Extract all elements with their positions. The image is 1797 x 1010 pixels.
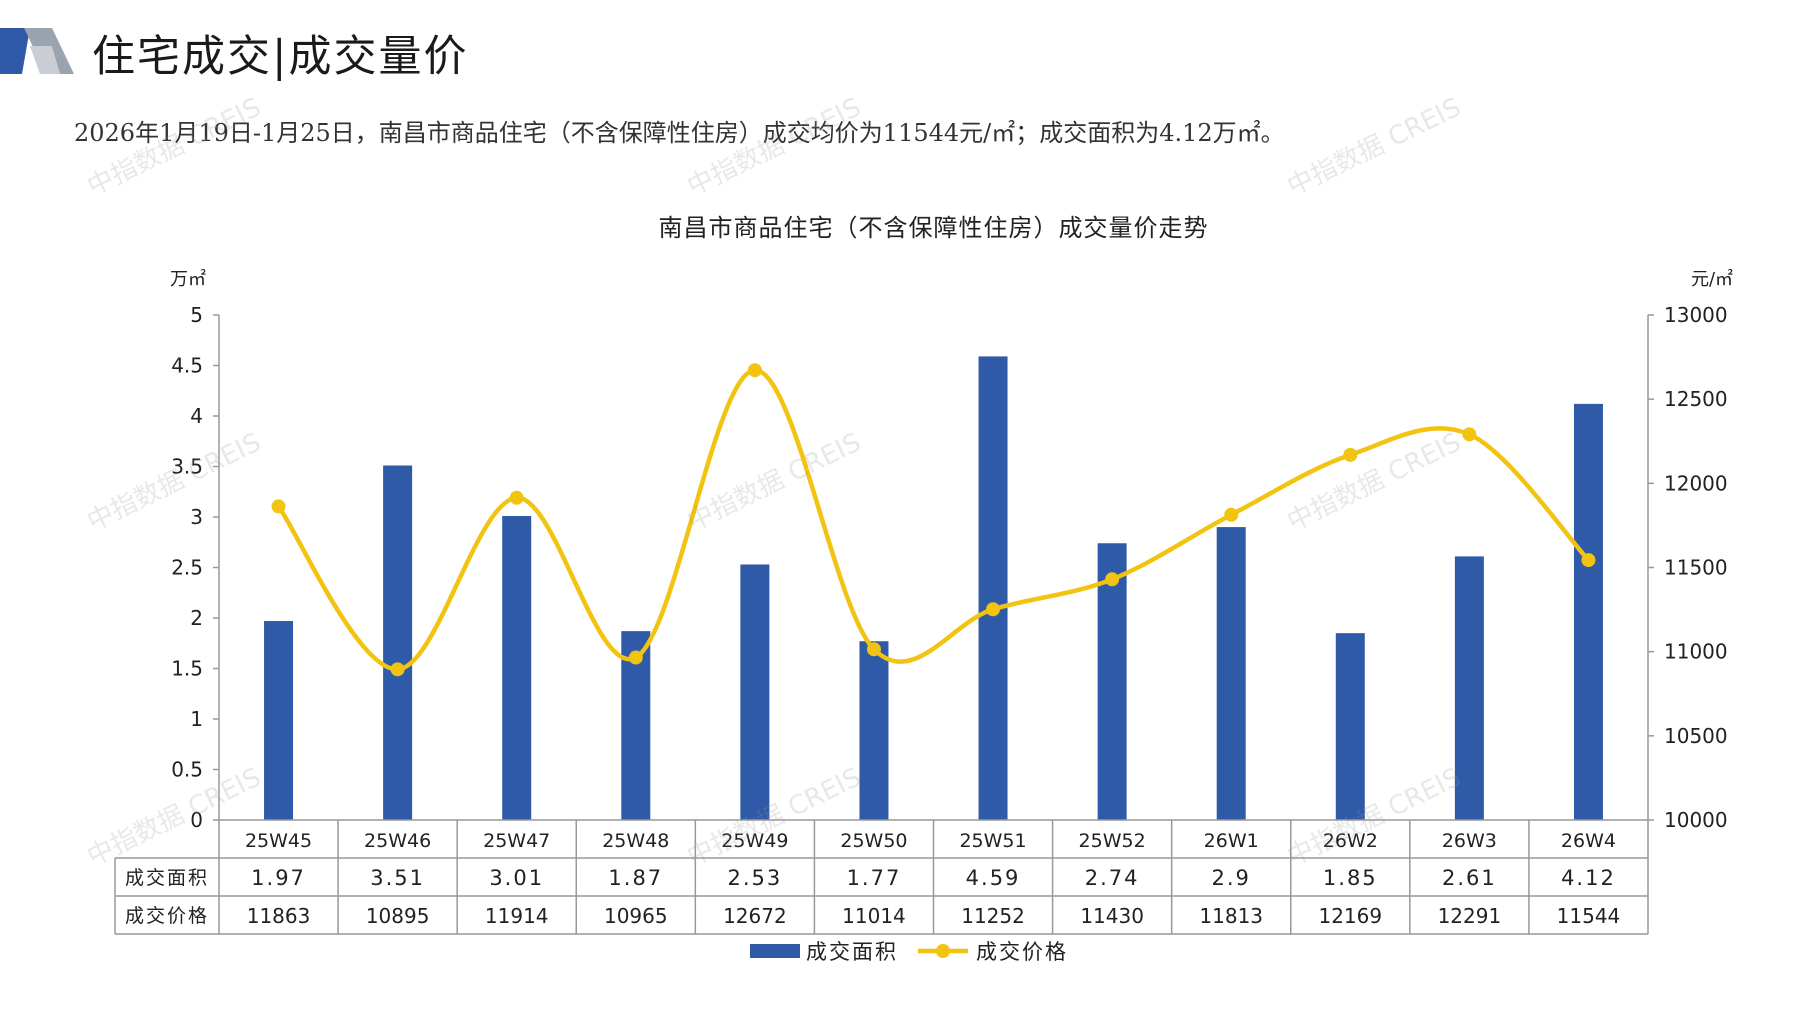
legend-label-price: 成交价格 bbox=[976, 940, 1068, 964]
category-label: 25W47 bbox=[483, 830, 550, 852]
table-row-header-area: 成交面积 bbox=[125, 867, 209, 889]
bar-area-25W46 bbox=[383, 465, 413, 820]
price-point-25W47 bbox=[509, 490, 524, 505]
legend-label-area: 成交面积 bbox=[806, 940, 898, 964]
area-value-label: 4.59 bbox=[966, 866, 1021, 890]
price-value-label: 11863 bbox=[247, 904, 311, 928]
price-point-26W3 bbox=[1462, 427, 1477, 442]
category-label: 25W52 bbox=[1079, 830, 1146, 852]
category-label: 26W1 bbox=[1204, 830, 1259, 852]
price-value-label: 12169 bbox=[1318, 904, 1382, 928]
summary-text: 2026年1月19日-1月25日，南昌市商品住宅（不含保障性住房）成交均价为11… bbox=[74, 119, 1285, 147]
area-value-label: 2.53 bbox=[727, 866, 782, 890]
y-right-tick-label: 11000 bbox=[1664, 640, 1728, 664]
price-value-label: 12291 bbox=[1438, 904, 1502, 928]
bar-area-25W50 bbox=[859, 641, 889, 820]
bar-area-25W45 bbox=[264, 621, 294, 820]
area-value-label: 2.74 bbox=[1085, 866, 1140, 890]
category-label: 25W51 bbox=[959, 830, 1026, 852]
price-value-label: 11914 bbox=[485, 904, 549, 928]
y-left-tick-label: 1.5 bbox=[171, 657, 203, 681]
bar-area-25W52 bbox=[1097, 543, 1127, 820]
price-point-25W51 bbox=[986, 602, 1001, 617]
page-title: 住宅成交|成交量价 bbox=[92, 32, 469, 82]
y-right-tick-label: 12000 bbox=[1664, 471, 1728, 495]
y-right-tick-label: 10500 bbox=[1664, 724, 1728, 748]
y-left-unit: 万㎡ bbox=[170, 268, 206, 290]
price-value-label: 11252 bbox=[961, 904, 1025, 928]
table-row-header-price: 成交价格 bbox=[125, 905, 209, 927]
price-value-label: 11014 bbox=[842, 904, 906, 928]
category-label: 25W49 bbox=[721, 830, 788, 852]
category-label: 26W4 bbox=[1561, 830, 1616, 852]
y-right-unit: 元/㎡ bbox=[1691, 268, 1733, 290]
y-right-tick-label: 12500 bbox=[1664, 387, 1728, 411]
price-point-26W1 bbox=[1224, 507, 1239, 522]
y-left-tick-label: 4 bbox=[190, 404, 203, 428]
area-value-label: 3.01 bbox=[489, 866, 544, 890]
y-right-tick-label: 10000 bbox=[1664, 808, 1728, 832]
y-left-tick-label: 2 bbox=[190, 606, 203, 630]
y-left-tick-label: 1 bbox=[190, 707, 203, 731]
price-point-25W50 bbox=[866, 642, 881, 657]
legend-swatch-area bbox=[750, 944, 800, 958]
y-right-tick-label: 11500 bbox=[1664, 556, 1728, 580]
area-value-label: 2.61 bbox=[1442, 866, 1497, 890]
category-label: 25W50 bbox=[840, 830, 907, 852]
price-value-label: 10965 bbox=[604, 904, 668, 928]
y-left-tick-label: 4.5 bbox=[171, 354, 203, 378]
area-value-label: 1.97 bbox=[251, 866, 306, 890]
area-value-label: 1.85 bbox=[1323, 866, 1378, 890]
price-point-25W49 bbox=[747, 363, 762, 378]
y-right-tick-label: 13000 bbox=[1664, 303, 1728, 327]
area-value-label: 2.9 bbox=[1212, 866, 1251, 890]
bar-area-25W47 bbox=[502, 515, 532, 820]
price-value-label: 11430 bbox=[1080, 904, 1144, 928]
area-value-label: 1.87 bbox=[608, 866, 663, 890]
area-value-label: 3.51 bbox=[370, 866, 425, 890]
price-point-25W48 bbox=[628, 650, 643, 665]
category-label: 26W2 bbox=[1323, 830, 1378, 852]
price-value-label: 11813 bbox=[1199, 904, 1263, 928]
price-point-25W52 bbox=[1105, 572, 1120, 587]
price-value-label: 11544 bbox=[1557, 904, 1621, 928]
area-value-label: 4.12 bbox=[1561, 866, 1616, 890]
chart-title: 南昌市商品住宅（不含保障性住房）成交量价走势 bbox=[659, 214, 1209, 242]
price-value-label: 12672 bbox=[723, 904, 787, 928]
price-line bbox=[276, 367, 1591, 672]
price-value-label: 10895 bbox=[366, 904, 430, 928]
price-point-26W4 bbox=[1581, 553, 1596, 568]
category-label: 26W3 bbox=[1442, 830, 1497, 852]
y-left-tick-label: 0 bbox=[190, 808, 203, 832]
price-point-25W45 bbox=[271, 499, 286, 514]
bar-area-26W3 bbox=[1454, 556, 1484, 820]
y-left-tick-label: 5 bbox=[190, 303, 203, 327]
y-left-tick-label: 3.5 bbox=[171, 455, 203, 479]
bar-area-26W1 bbox=[1216, 527, 1246, 820]
price-point-26W2 bbox=[1343, 447, 1358, 462]
header-logo bbox=[0, 28, 76, 74]
bar-area-25W49 bbox=[740, 564, 770, 820]
bar-area-26W2 bbox=[1335, 633, 1365, 820]
legend-marker-price bbox=[936, 944, 950, 958]
bar-area-25W51 bbox=[978, 356, 1008, 820]
category-label: 25W46 bbox=[364, 830, 431, 852]
area-value-label: 1.77 bbox=[847, 866, 902, 890]
price-point-25W46 bbox=[390, 662, 405, 677]
y-left-tick-label: 0.5 bbox=[171, 758, 203, 782]
y-left-tick-label: 2.5 bbox=[171, 556, 203, 580]
y-left-tick-label: 3 bbox=[190, 505, 203, 529]
category-label: 25W48 bbox=[602, 830, 669, 852]
bar-area-26W4 bbox=[1573, 403, 1603, 820]
category-label: 25W45 bbox=[245, 830, 312, 852]
